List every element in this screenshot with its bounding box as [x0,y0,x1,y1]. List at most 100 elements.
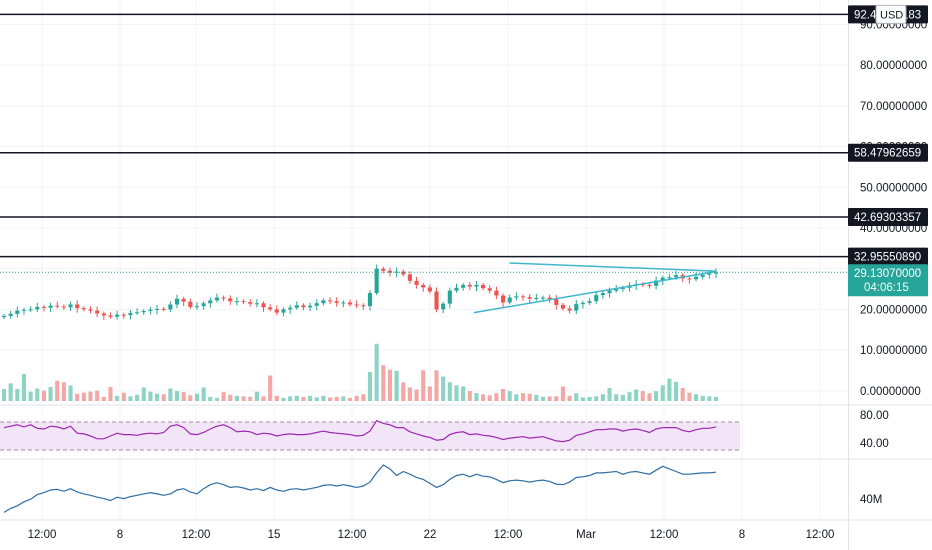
volume-bar-3 [21,373,27,401]
volume-bar-56 [374,343,379,401]
candle-body-101 [674,275,679,278]
candle-body-3 [21,309,27,311]
volume-bar-99 [660,385,665,401]
volume-bar-77 [514,394,519,401]
volume-bar-86 [574,393,579,401]
candle-body-50 [334,301,339,303]
volume-bar-63 [421,370,426,401]
volume-bar-97 [647,393,652,401]
volume-bar-51 [341,396,346,401]
volume-bar-67 [447,382,452,401]
obv-tick: 40M [860,494,882,506]
volume-bar-13 [88,391,93,401]
volume-bar-106 [707,396,712,401]
candle-body-16 [108,315,113,317]
candle-body-66 [441,303,446,310]
volume-bar-61 [407,387,412,401]
candle-body-10 [68,304,73,308]
volume-bar-93 [620,394,625,401]
candle-body-82 [547,297,552,300]
time-tick-10: 12:00 [806,529,835,541]
volume-bar-22 [148,391,153,401]
trendlines[interactable] [473,262,717,314]
candle-body-91 [607,290,612,294]
volume-bar-68 [454,385,459,401]
currency-badge: USD [880,9,903,21]
volume-bar-30 [201,387,206,401]
volume-bar-46 [308,395,313,401]
volume-bar-18 [121,392,126,401]
volume-bar-92 [614,394,619,401]
candle-body-1 [8,313,13,316]
rsi-line [3,419,717,443]
level-label-3: 32.95550890 [854,252,921,264]
candle-body-92 [614,289,619,291]
volume-bar-81 [540,396,546,401]
horizontal-levels[interactable] [0,13,848,258]
candle-body-43 [288,307,293,310]
volume-bar-60 [401,382,406,401]
candle-body-6 [41,306,46,308]
candle-body-34 [228,298,233,302]
candle-body-17 [115,314,120,317]
candle-body-52 [347,302,353,305]
volume-bar-98 [654,391,659,401]
countdown-label: 04:06:15 [864,282,909,294]
candle-body-56 [374,268,379,294]
candle-body-88 [587,301,592,303]
time-tick-6: 12:00 [494,529,523,541]
time-tick-5: 22 [424,529,437,541]
volume-bar-8 [55,380,60,401]
level-label-bg-2 [848,207,928,226]
volume-bar-33 [221,392,226,401]
candle-body-93 [620,287,625,290]
candle-body-55 [367,293,373,307]
candle-body-46 [308,305,313,308]
candle-body-86 [574,304,579,311]
candle-body-8 [55,305,60,307]
volume-bar-76 [507,391,512,401]
volume-bar-28 [188,395,193,401]
volume-bar-5 [35,388,40,401]
volume-bar-16 [108,386,113,401]
volume-bar-94 [627,392,632,401]
volume-bar-27 [181,392,186,401]
candle-body-85 [567,308,572,311]
price-tick-0: 0.00000000 [860,386,921,398]
volume-bar-37 [248,396,253,401]
candle-body-69 [461,284,466,288]
candle-body-49 [327,300,333,302]
volume-bar-78 [520,393,526,401]
volume-bar-47 [314,397,319,401]
time-tick-3: 15 [268,529,281,541]
volume-bars [1,343,719,401]
volume-bar-12 [81,392,86,401]
time-axis[interactable]: 12:00 8 12:00 15 12:00 22 12:00 Mar 12:00 8 12:00 [28,529,835,541]
candle-body-29 [194,306,200,308]
volume-bar-48 [321,395,326,401]
currency-badge-bg [875,4,907,24]
volume-bar-87 [580,397,585,401]
candle-body-15 [101,313,106,316]
candle-body-104 [693,276,699,280]
candle-body-35 [234,301,239,303]
candle-body-25 [168,304,173,310]
volume-bar-70 [467,391,472,401]
volume-bar-14 [95,390,100,401]
candle-body-27 [181,298,186,302]
candle-body-64 [427,287,432,292]
time-tick-1: 8 [117,529,123,541]
volume-bar-23 [154,393,160,401]
axis-price-labels: 92.4820018358.4796265942.6930335732.9555… [848,4,928,297]
candle-body-24 [161,308,166,310]
candle-body-9 [61,306,66,308]
candle-body-97 [647,284,652,286]
candle-body-12 [81,308,86,310]
volume-bar-1 [8,383,13,401]
candle-body-40 [268,307,273,310]
candle-body-60 [401,271,406,275]
volume-bar-17 [115,395,120,401]
volume-bar-83 [554,396,559,401]
